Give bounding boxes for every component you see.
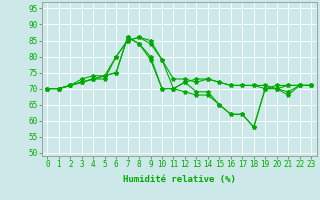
X-axis label: Humidité relative (%): Humidité relative (%) bbox=[123, 175, 236, 184]
